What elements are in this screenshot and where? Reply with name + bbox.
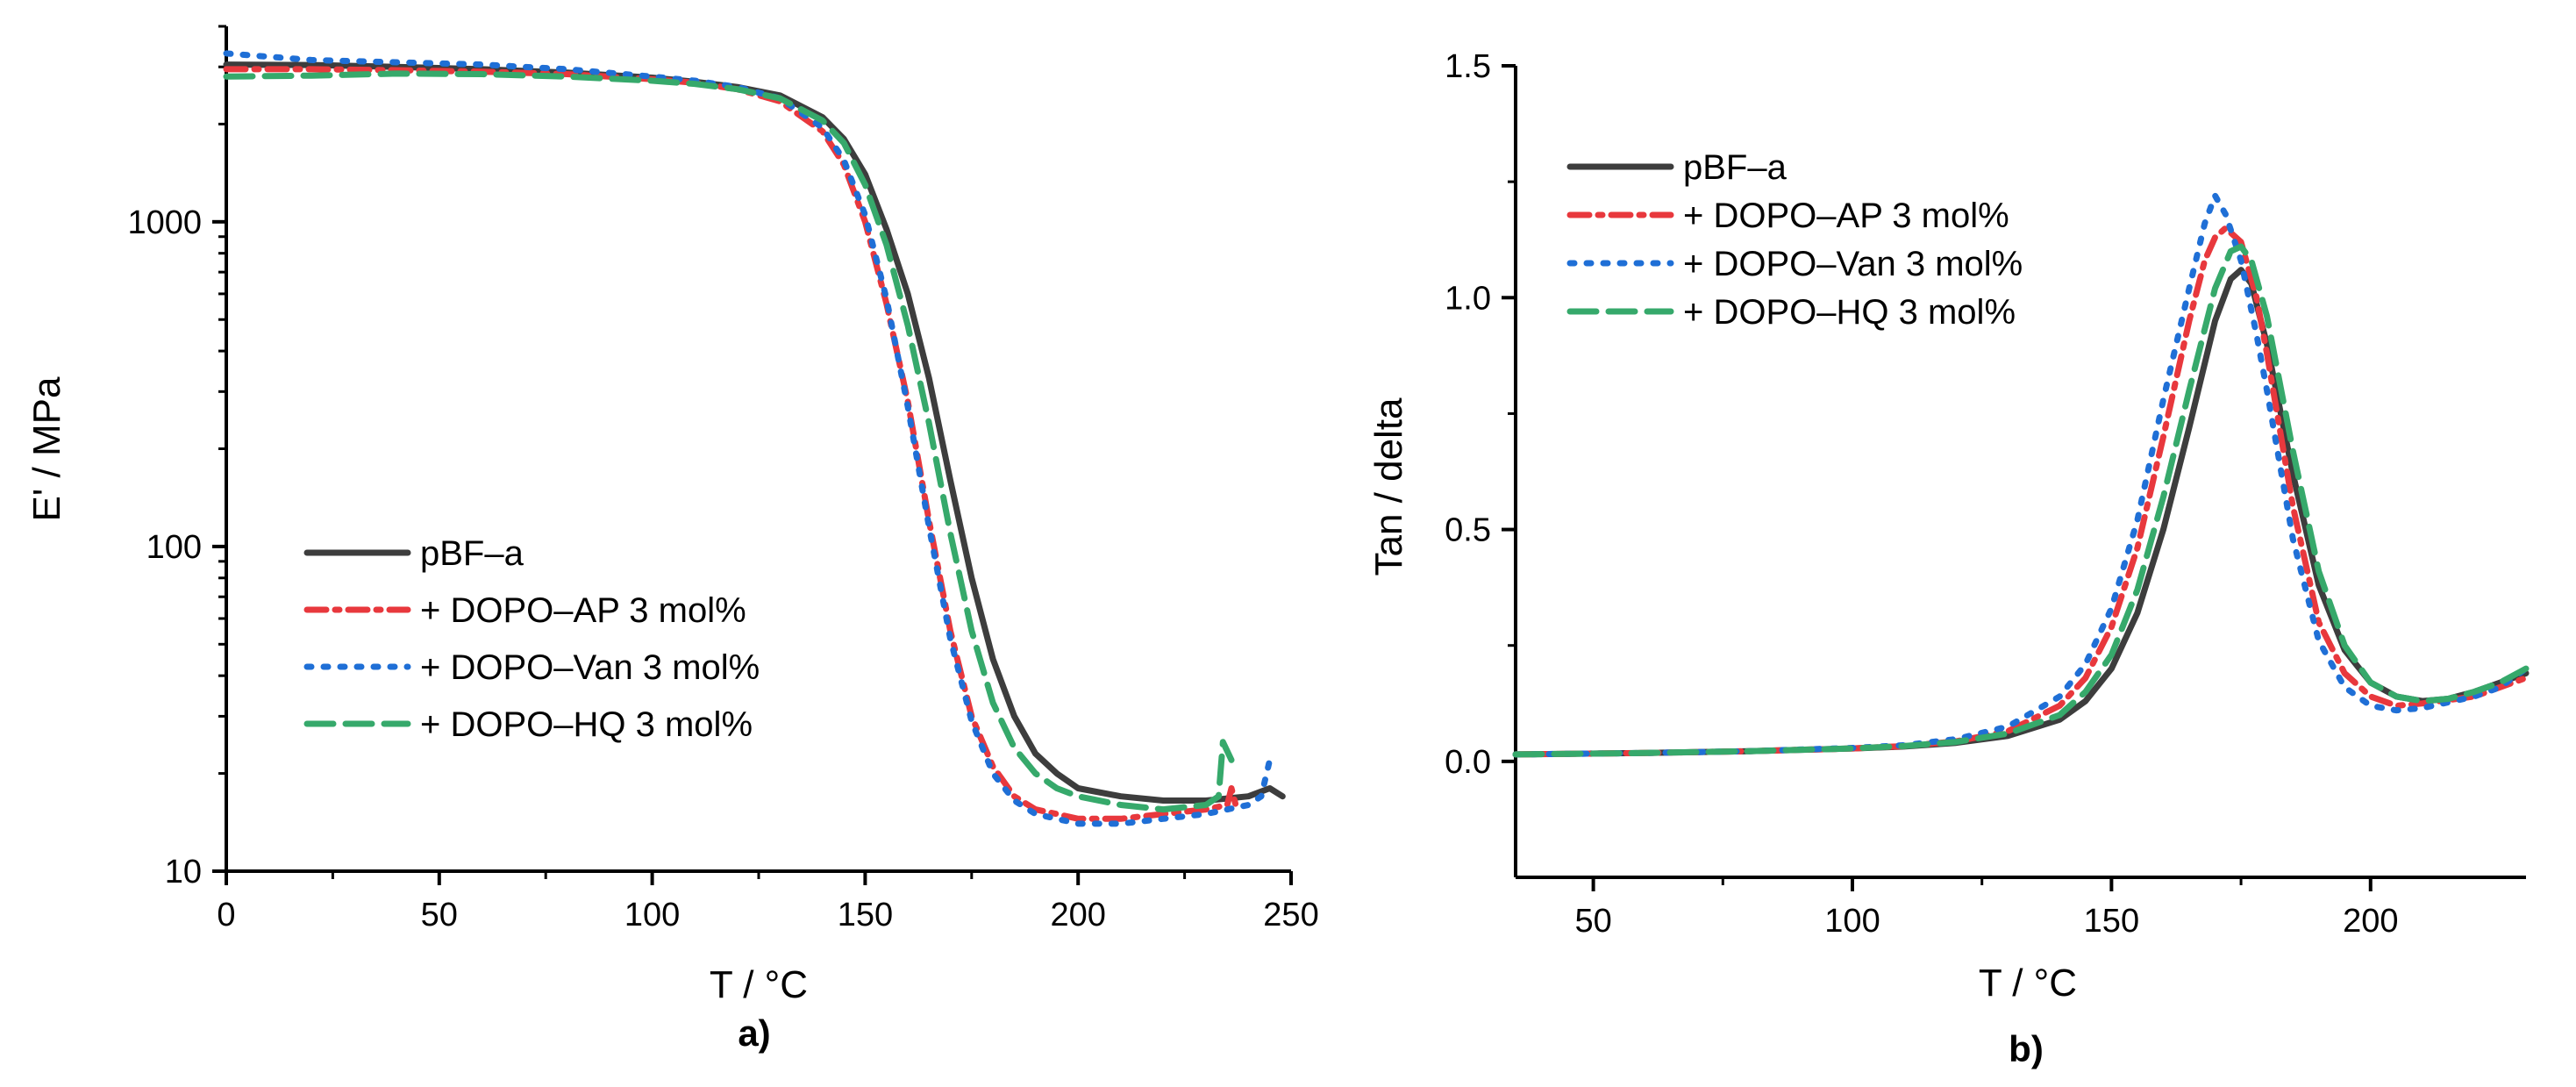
- panel-a-series-line-0: [223, 61, 1286, 804]
- panel-a-series-line-2: [223, 50, 1274, 827]
- panel-a-x-tick-label: 250: [1263, 897, 1318, 933]
- panel-a-series: [223, 50, 1286, 827]
- panel-b-x-tick-label: 200: [2343, 903, 2398, 940]
- panel-b-ticks: 50 100 150 200 0.0 0.5 1.0 1.5: [1445, 48, 2398, 940]
- panel-a-x-tick-label: 200: [1050, 897, 1105, 933]
- panel-b-y-tick-label: 0.5: [1445, 512, 1491, 549]
- panel-b-y-tick-label: 0.0: [1445, 744, 1491, 781]
- panel-b-chart: 50 100 150 200 0.0 0.5 1.0 1.5 T / °C Tan / del…: [1367, 48, 2530, 1069]
- panel-b-label: b): [2009, 1028, 2044, 1069]
- panel-a-x-tick-label: 50: [421, 897, 458, 933]
- panel-b-y-tick-label: 1.0: [1445, 280, 1491, 317]
- panel-a-legend-label: + DOPO–AP 3 mol%: [420, 591, 746, 630]
- panel-b-series-line-1: [1512, 225, 2530, 758]
- panel-a-ticks: 0 50 100 150 200 250 10 100 1000: [127, 25, 1319, 933]
- panel-b-x-label: T / °C: [1979, 962, 2077, 1005]
- panel-b-series: [1512, 192, 2530, 758]
- panel-b-legend-label: + DOPO–Van 3 mol%: [1683, 245, 2023, 283]
- panel-a-label: a): [738, 1012, 770, 1054]
- panel-a-y-tick-label: 100: [146, 529, 202, 566]
- panel-a-legend-label: pBF–a: [420, 534, 524, 573]
- panel-b-series-line-3: [1512, 243, 2530, 758]
- panel-a-x-tick-label: 0: [217, 897, 235, 933]
- panel-b-x-tick-label: 50: [1574, 903, 1611, 940]
- panel-b-legend: pBF–a + DOPO–AP 3 mol% + DOPO–Van 3 mol% + …: [1566, 148, 2023, 332]
- panel-b-legend-label: + DOPO–HQ 3 mol%: [1683, 293, 2016, 332]
- panel-a-y-tick-label: 10: [165, 854, 202, 890]
- panel-a-legend-label: + DOPO–HQ 3 mol%: [420, 705, 753, 744]
- panel-b-x-tick-label: 150: [2084, 903, 2139, 940]
- panel-a-chart: 0 50 100 150 200 250 10 100 1000 T / °C E' / MPa…: [25, 25, 1319, 1054]
- panel-a-legend: pBF–a + DOPO–AP 3 mol% + DOPO–Van 3 mol% + …: [303, 534, 760, 744]
- panel-b-x-tick-label: 100: [1824, 903, 1880, 940]
- panel-a-legend-label: + DOPO–Van 3 mol%: [420, 648, 760, 687]
- panel-a-series-line-3: [223, 70, 1235, 813]
- panel-b-y-label: Tan / delta: [1367, 397, 1410, 576]
- panel-a-y-tick-label: 1000: [127, 204, 202, 241]
- panel-b-legend-label: + DOPO–AP 3 mol%: [1683, 197, 2009, 235]
- panel-a-x-label: T / °C: [710, 963, 808, 1006]
- panel-a-x-tick-label: 100: [624, 897, 680, 933]
- panel-b-series-line-2: [1512, 192, 2530, 758]
- panel-b-legend-label: pBF–a: [1683, 148, 1788, 187]
- panel-a-x-tick-label: 150: [838, 897, 893, 933]
- panel-a-series-line-1: [223, 66, 1239, 822]
- panel-a-y-label: E' / MPa: [25, 376, 68, 521]
- panel-b-y-tick-label: 1.5: [1445, 48, 1491, 85]
